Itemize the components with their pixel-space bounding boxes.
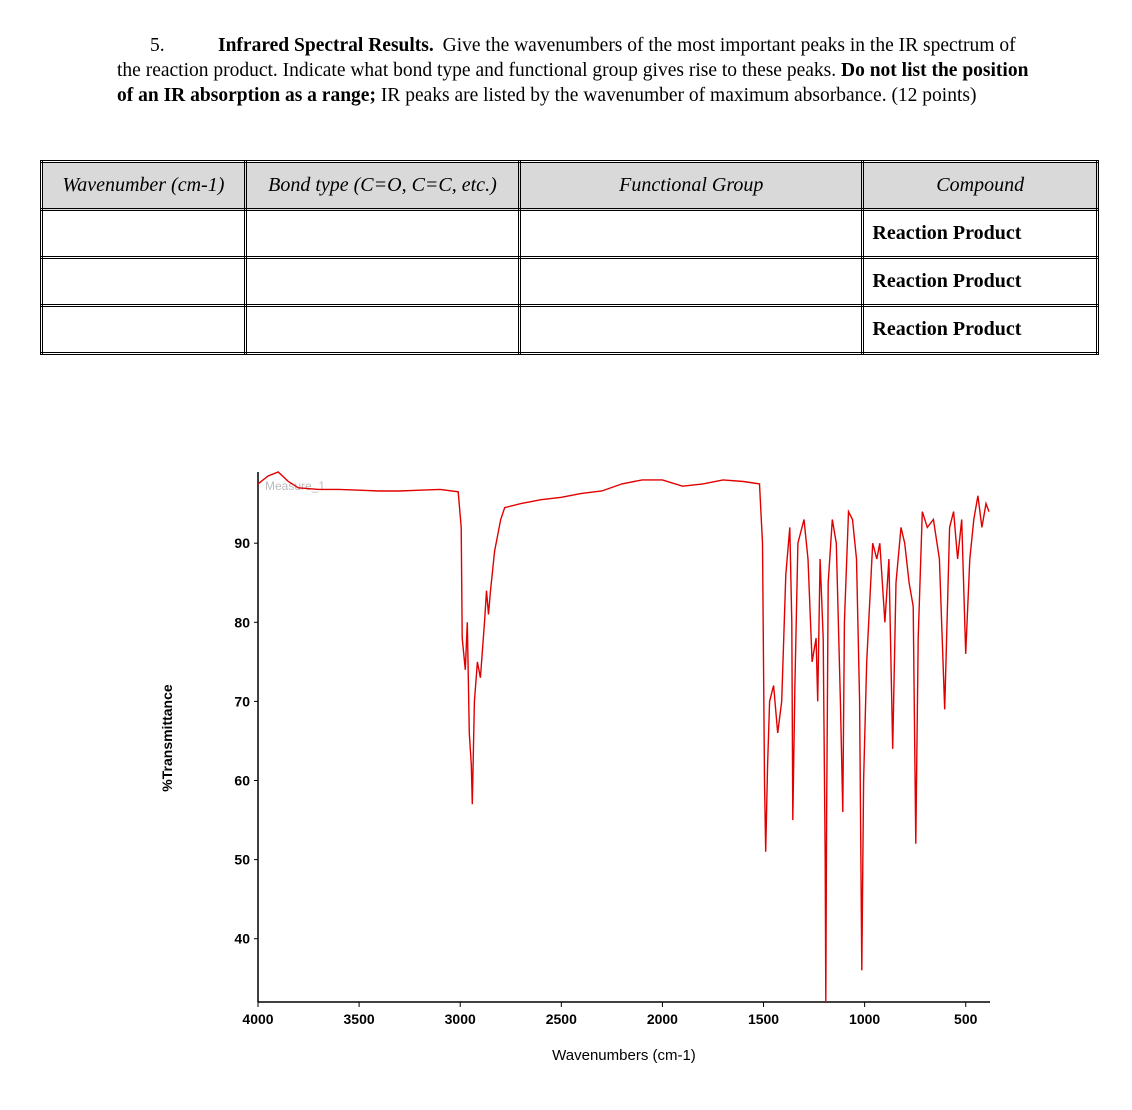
cell[interactable] [518, 304, 865, 355]
y-axis-label: %Transmittance [159, 684, 175, 792]
header-cell: Functional Group [518, 160, 865, 211]
question-number: 5. [150, 35, 165, 56]
x-tick-label: 1500 [748, 1011, 779, 1027]
y-tick-label: 70 [234, 693, 250, 709]
answer-table: Wavenumber (cm-1) Bond type (C=O, C=C, e… [40, 160, 1099, 355]
question-text: IR peaks are listed by the wavenumber of… [380, 85, 977, 106]
cell[interactable] [40, 304, 247, 355]
question-text: Give the wavenumbers of the most importa… [117, 35, 1016, 81]
x-tick-label: 500 [954, 1011, 978, 1027]
header-cell: Wavenumber (cm-1) [40, 160, 247, 211]
x-axis-label: Wavenumbers (cm-1) [552, 1047, 696, 1064]
cell[interactable] [40, 256, 247, 307]
x-tick-label: 4000 [242, 1011, 273, 1027]
header-cell: Bond type (C=O, C=C, etc.) [243, 160, 522, 211]
cell[interactable] [243, 208, 522, 259]
x-tick-label: 3000 [445, 1011, 476, 1027]
cell[interactable] [40, 208, 247, 259]
compound-cell: Reaction Product [861, 208, 1099, 259]
question-note: Do not list the position of an IR absorp… [117, 60, 1029, 106]
cell[interactable] [243, 304, 522, 355]
x-tick-label: 1000 [849, 1011, 880, 1027]
question: 5. Infrared Spectral Results. Give the wa… [117, 33, 1042, 108]
spectrum-line [257, 471, 990, 1003]
cell[interactable] [243, 256, 522, 307]
compound-cell: Reaction Product [861, 304, 1099, 355]
y-tick-label: 60 [234, 773, 250, 789]
y-tick-label: 80 [234, 614, 250, 630]
header-cell: Compound [861, 160, 1099, 211]
question-title: Infrared Spectral Results. [218, 35, 434, 56]
x-tick-label: 2500 [546, 1011, 577, 1027]
x-tick-label: 2000 [647, 1011, 678, 1027]
y-tick-label: 50 [234, 852, 250, 868]
y-tick-label: 90 [234, 535, 250, 551]
cell[interactable] [518, 256, 865, 307]
cell[interactable] [518, 208, 865, 259]
x-tick-label: 3500 [344, 1011, 375, 1027]
compound-cell: Reaction Product [861, 256, 1099, 307]
y-tick-label: 40 [234, 931, 250, 947]
